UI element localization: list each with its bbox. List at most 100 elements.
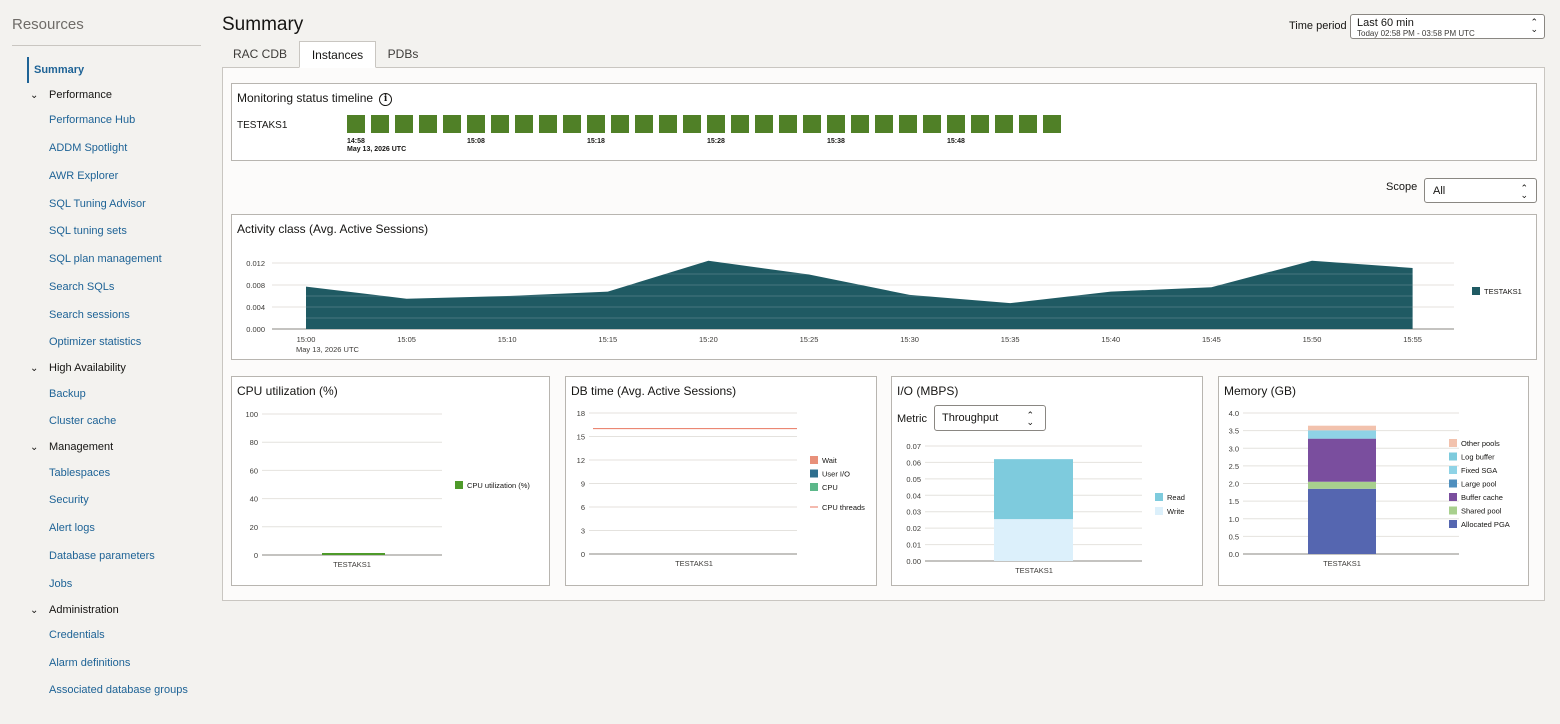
y-tick-label: 0.03 (906, 508, 921, 517)
y-tick-label: 0.000 (246, 325, 265, 334)
y-tick-label: 0.01 (906, 541, 921, 550)
timeline-status-square[interactable] (443, 115, 461, 133)
scope-value: All (1433, 185, 1446, 197)
legend-label: Fixed SGA (1461, 466, 1497, 475)
metric-select[interactable]: Throughput ⌃ ⌄ (934, 405, 1046, 431)
y-tick-label: 0.07 (906, 442, 921, 451)
tab-pdbs[interactable]: PDBs (387, 47, 419, 61)
sidebar-item-backup[interactable]: Backup (49, 388, 86, 400)
sidebar-item-alarm-definitions[interactable]: Alarm definitions (49, 657, 131, 669)
sidebar-group-high-availability[interactable]: ⌄ High Availability (30, 362, 126, 374)
y-tick-label: 2.5 (1229, 462, 1239, 471)
legend-swatch (455, 481, 463, 489)
tab-rac-cdb[interactable]: RAC CDB (232, 47, 287, 61)
sidebar-item-sql-tuning-sets[interactable]: SQL tuning sets (49, 225, 127, 237)
timeline-status-square[interactable] (1019, 115, 1037, 133)
scope-select[interactable]: All ⌃ ⌄ (1424, 178, 1537, 203)
monitoring-status-timeline: Monitoring status timeline i TESTAKS1 14:… (231, 83, 1537, 161)
sidebar-item-optimizer-statistics[interactable]: Optimizer statistics (49, 336, 142, 348)
sidebar-item-summary[interactable]: Summary (27, 57, 207, 83)
legend-label: User I/O (822, 470, 850, 479)
sidebar-group-administration[interactable]: ⌄ Administration (30, 604, 119, 616)
sidebar-item-search-sessions[interactable]: Search sessions (49, 309, 130, 321)
y-tick-label: 18 (577, 409, 585, 418)
timeline-status-square[interactable] (491, 115, 509, 133)
page-title: Summary (222, 14, 304, 35)
sidebar-item-sql-tuning-advisor[interactable]: SQL Tuning Advisor (49, 198, 146, 210)
sidebar-item-alert-logs[interactable]: Alert logs (49, 522, 95, 534)
y-tick-label: 3.5 (1229, 427, 1239, 436)
y-tick-label: 100 (245, 410, 258, 419)
sidebar-item-jobs[interactable]: Jobs (49, 578, 73, 590)
sidebar-item-cluster-cache[interactable]: Cluster cache (49, 415, 117, 427)
timeline-status-square[interactable] (347, 115, 365, 133)
timeline-status-square[interactable] (755, 115, 773, 133)
timeline-status-square[interactable] (851, 115, 869, 133)
timeline-status-square[interactable] (683, 115, 701, 133)
timeline-status-square[interactable] (827, 115, 845, 133)
timeline-status-square[interactable] (611, 115, 629, 133)
timeline-status-square[interactable] (731, 115, 749, 133)
sidebar-item-security[interactable]: Security (49, 494, 89, 506)
sidebar-item-sql-plan-management[interactable]: SQL plan management (49, 253, 162, 265)
timeline-status-square[interactable] (539, 115, 557, 133)
sidebar-item-addm-spotlight[interactable]: ADDM Spotlight (49, 142, 128, 154)
legend-label: Allocated PGA (1461, 520, 1510, 529)
legend-label: Large pool (1461, 480, 1497, 489)
sidebar-group-label: Administration (49, 604, 119, 616)
io-panel: I/O (MBPS) Metric Throughput ⌃ ⌄ 0.07 0.06… (891, 376, 1203, 586)
legend-label: Write (1167, 507, 1184, 516)
y-tick-label: 15 (577, 433, 585, 442)
timeline-status-square[interactable] (515, 115, 533, 133)
sidebar-item-credentials[interactable]: Credentials (49, 629, 105, 641)
sidebar-group-management[interactable]: ⌄ Management (30, 441, 113, 453)
timeline-status-square[interactable] (971, 115, 989, 133)
timeline-status-square[interactable] (563, 115, 581, 133)
timeline-status-square[interactable] (995, 115, 1013, 133)
timeline-status-square[interactable] (779, 115, 797, 133)
timeline-status-square[interactable] (803, 115, 821, 133)
sidebar-item-associated-database-groups[interactable]: Associated database groups (49, 684, 188, 696)
y-tick-label: 0.5 (1229, 532, 1239, 541)
sidebar-item-tablespaces[interactable]: Tablespaces (49, 467, 111, 479)
timeline-status-square[interactable] (467, 115, 485, 133)
timeline-status-square[interactable] (419, 115, 437, 133)
sidebar-item-performance-hub[interactable]: Performance Hub (49, 114, 136, 126)
x-tick-label: TESTAKS1 (1323, 559, 1361, 568)
sidebar-item-database-parameters[interactable]: Database parameters (49, 550, 155, 562)
timeline-status-square[interactable] (395, 115, 413, 133)
y-tick-label: 0.02 (906, 524, 921, 533)
io-chart: 0.07 0.06 0.05 0.04 0.03 0.02 0.01 0.00 TESTAKS1… (906, 442, 1185, 575)
x-tick-label: 15:40 (1101, 335, 1120, 344)
timeline-status-square[interactable] (875, 115, 893, 133)
metric-value: Throughput (942, 412, 999, 424)
timeline-status-square[interactable] (947, 115, 965, 133)
sidebar-item-search-sqls[interactable]: Search SQLs (49, 281, 115, 293)
timeline-status-square[interactable] (707, 115, 725, 133)
legend-swatch (810, 469, 818, 478)
info-icon[interactable]: i (379, 93, 393, 106)
timeline-status-square[interactable] (899, 115, 917, 133)
io-chart-title: I/O (MBPS) (897, 384, 959, 398)
select-updown-icon: ⌃ ⌄ (1520, 183, 1528, 200)
timeline-status-square[interactable] (587, 115, 605, 133)
timeline-status-square[interactable] (635, 115, 653, 133)
sidebar-item-awr-explorer[interactable]: AWR Explorer (49, 170, 119, 182)
timeline-status-square[interactable] (923, 115, 941, 133)
time-period-select[interactable]: Last 60 min Today 02:58 PM - 03:58 PM UT… (1350, 14, 1545, 39)
memory-bar-fixed-sga (1308, 430, 1376, 439)
timeline-status-square[interactable] (659, 115, 677, 133)
y-tick-label: 0.05 (906, 475, 921, 484)
tab-instances[interactable]: Instances (299, 41, 376, 68)
timeline-status-square[interactable] (371, 115, 389, 133)
legend-swatch (1449, 452, 1457, 461)
io-read-bar (994, 459, 1073, 520)
x-tick-label: 15:35 (1001, 335, 1020, 344)
timeline-tick-label: 14:58 (347, 138, 365, 145)
memory-bar-shared-pool (1308, 481, 1376, 489)
legend-label: Read (1167, 493, 1185, 502)
x-axis-date: May 13, 2026 UTC (296, 345, 360, 354)
sidebar-group-performance[interactable]: ⌄ Performance (30, 89, 112, 101)
timeline-status-square[interactable] (1043, 115, 1061, 133)
y-tick-label: 4.0 (1229, 409, 1239, 418)
